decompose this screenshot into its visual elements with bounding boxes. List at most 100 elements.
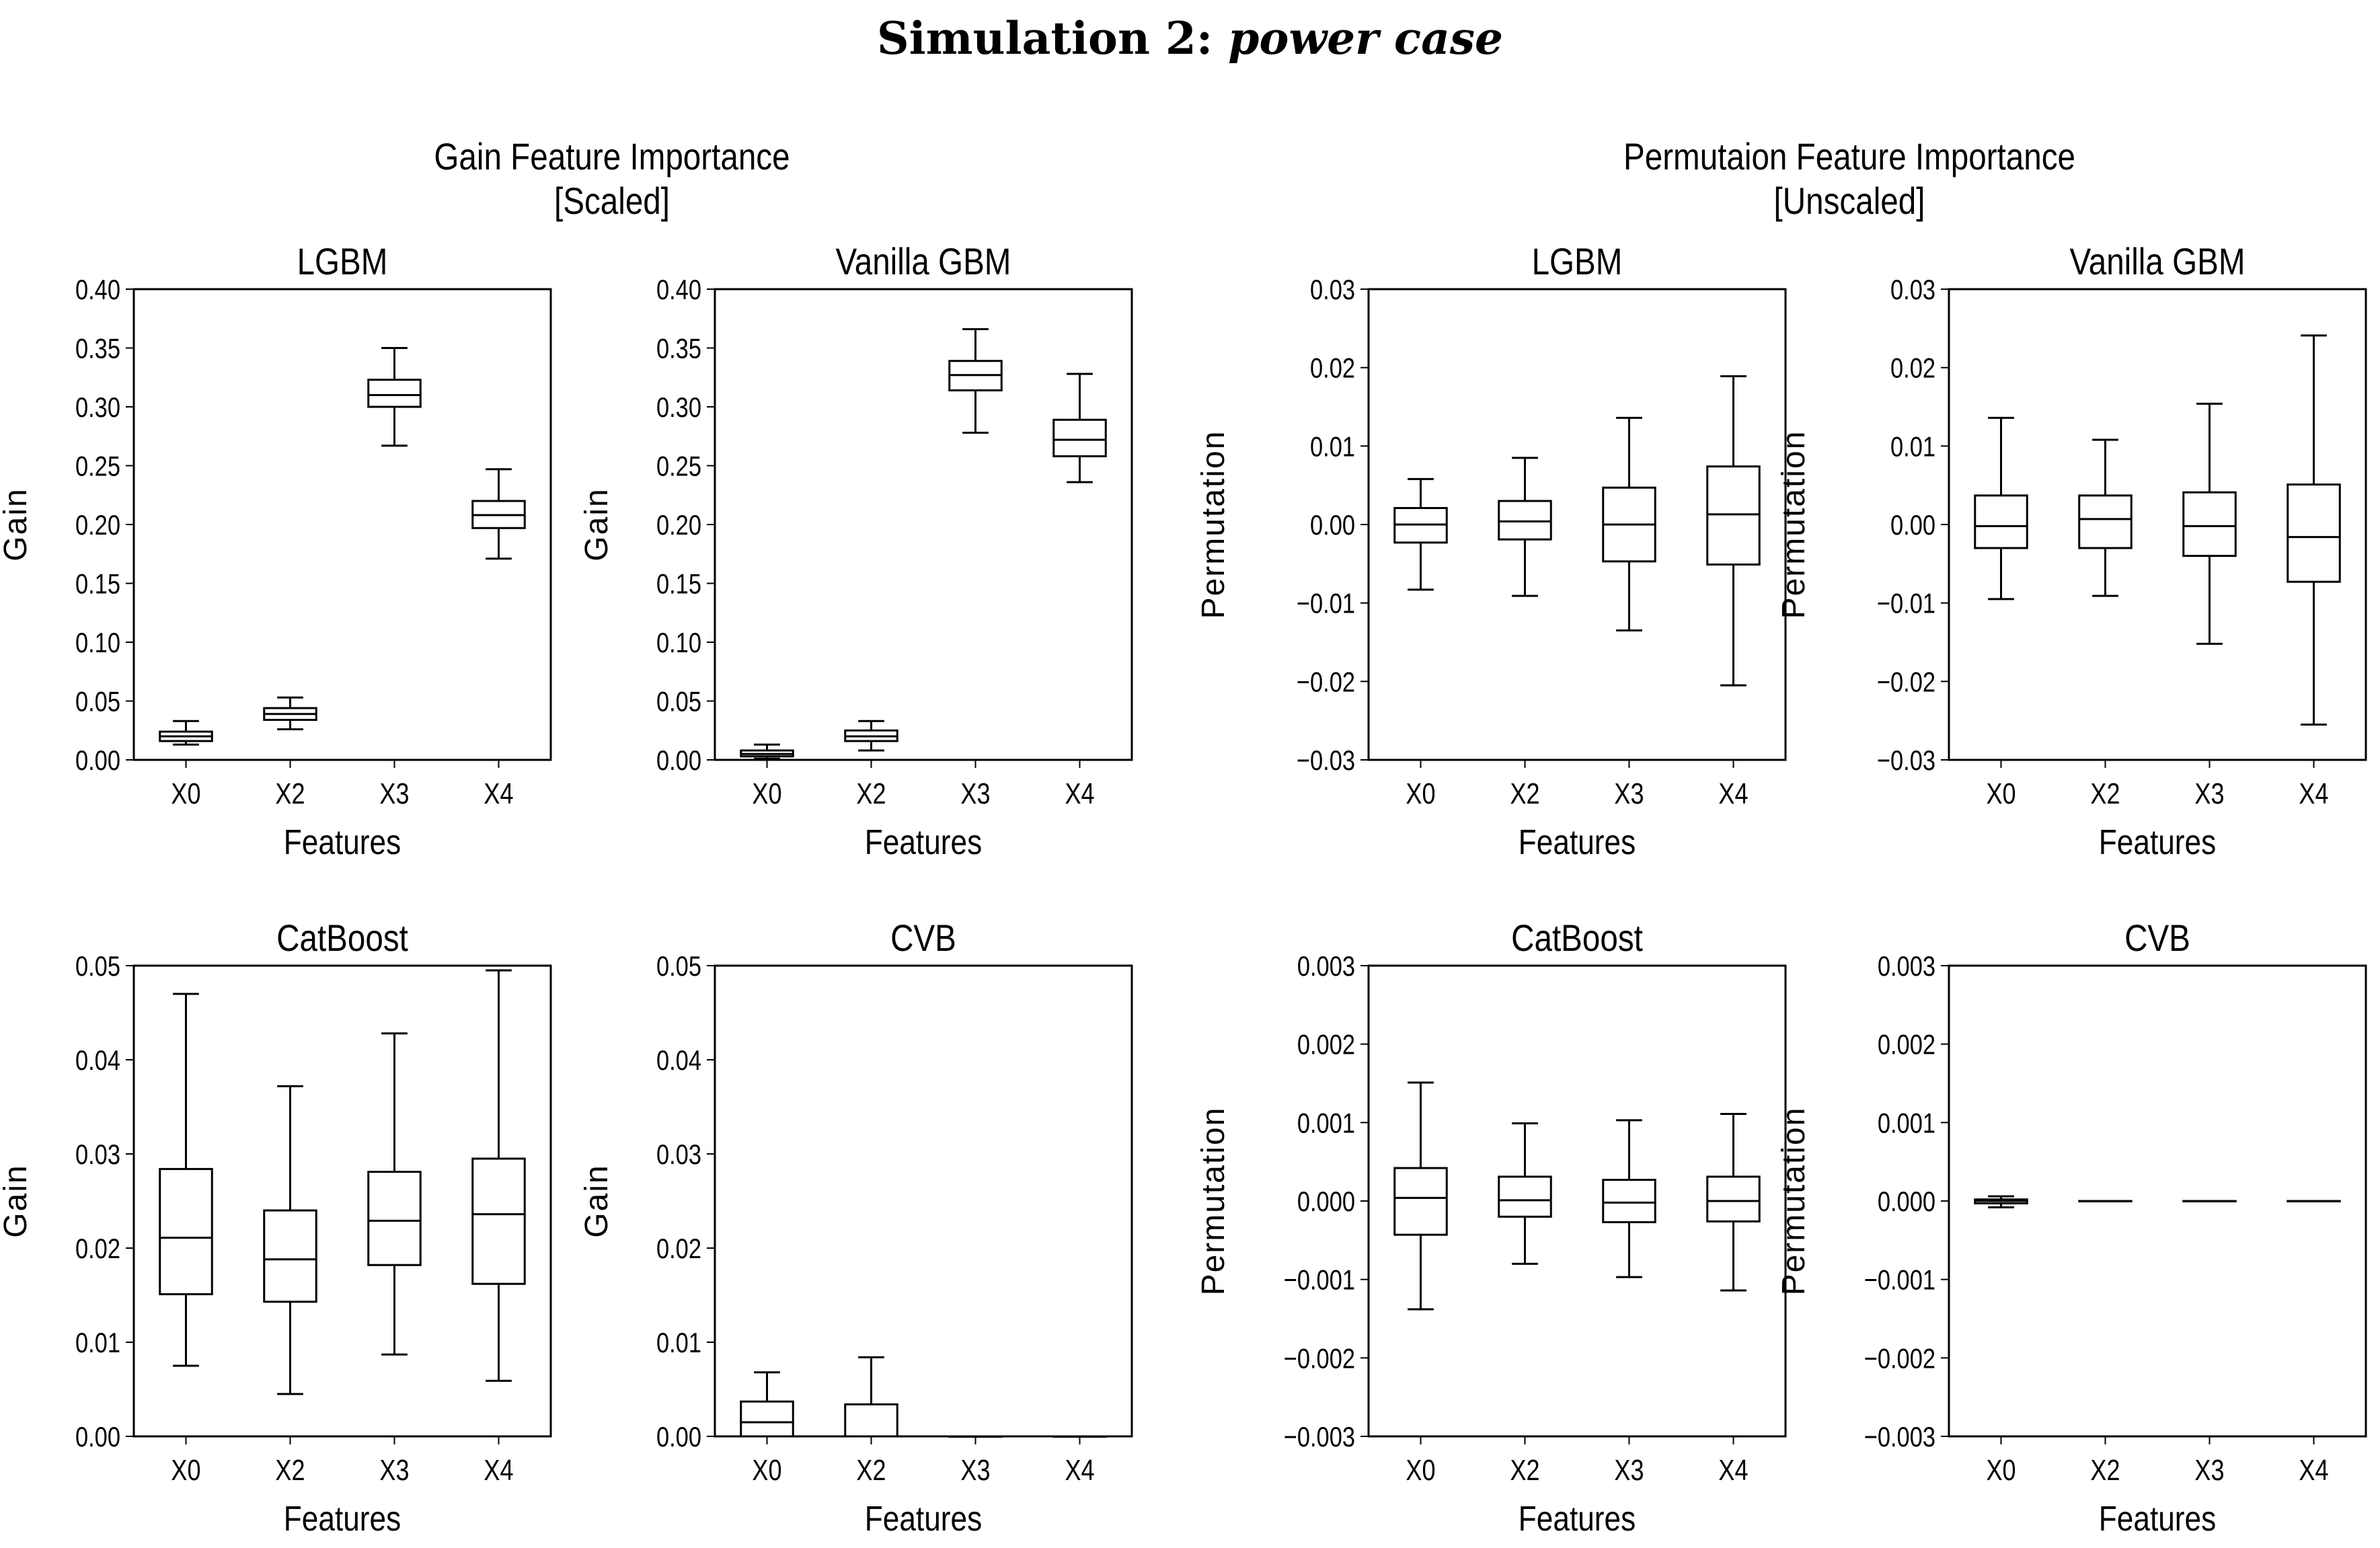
iqr-box-0-2 <box>367 379 422 408</box>
y-tick-label-6-3: 0.000 <box>1297 1186 1355 1218</box>
box-1-1 <box>844 720 898 752</box>
subplot-2: LGBM −0.03 −0.02 −0.01 0.00 0.01 0.02 0.03 X0 X2 X… <box>1196 241 1787 862</box>
y-tick-label-3-6: 0.03 <box>1890 274 1935 306</box>
y-tick-label-6-6: 0.003 <box>1297 951 1355 982</box>
subplot-0: LGBM 0.00 0.05 0.10 0.15 0.20 0.25 0.30 0.35 0.40… <box>0 241 552 862</box>
box-1-2 <box>948 328 1003 434</box>
box-0-0 <box>159 720 213 746</box>
x-axis-label-3: Features <box>2099 823 2216 862</box>
y-tick-label-3-1: −0.02 <box>1877 666 1935 698</box>
box-7-1 <box>2078 1200 2133 1202</box>
box-7-3 <box>2287 1200 2341 1202</box>
box-5-1 <box>844 1356 898 1438</box>
y-tick-label-5-1: 0.01 <box>656 1327 701 1359</box>
y-tick-label-2-2: −0.01 <box>1297 588 1355 619</box>
x-tick-label-6-3: X4 <box>1718 1454 1748 1487</box>
x-tick-label-3-2: X3 <box>2194 777 2224 810</box>
subplot-title-3: Vanilla GBM <box>2070 241 2245 282</box>
x-tick-label-1-3: X4 <box>1065 777 1094 810</box>
y-tick-label-4-3: 0.03 <box>75 1139 120 1171</box>
y-tick-label-1-0: 0.00 <box>656 745 701 777</box>
x-tick-label-2-3: X4 <box>1718 777 1748 810</box>
x-tick-label-2-0: X0 <box>1406 777 1435 810</box>
subplot-6: CatBoost −0.003 −0.002 −0.001 0.000 0.001 0.00… <box>1196 917 1787 1539</box>
x-tick-label-5-0: X0 <box>752 1454 781 1487</box>
iqr-box-6-3 <box>1706 1175 1761 1223</box>
y-tick-label-2-5: 0.02 <box>1310 352 1355 384</box>
y-axis-label-3: Permutation <box>1776 430 1812 619</box>
box-4-0 <box>159 993 213 1367</box>
y-tick-label-4-2: 0.02 <box>75 1233 120 1265</box>
y-axis-label-6: Permutation <box>1196 1107 1231 1296</box>
x-tick-label-3-0: X0 <box>1986 777 2016 810</box>
subplot-title-2: LGBM <box>1532 241 1623 282</box>
box-4-1 <box>263 1085 317 1395</box>
y-tick-label-0-8: 0.40 <box>75 274 120 306</box>
box-3-3 <box>2287 334 2341 726</box>
box-2-1 <box>1498 457 1552 597</box>
y-tick-label-3-0: −0.03 <box>1877 745 1935 777</box>
plot-frame-4 <box>132 964 552 1438</box>
subplot-3: Vanilla GBM −0.03 −0.02 −0.01 0.00 0.01 0.02 0.… <box>1776 241 2367 862</box>
y-tick-label-0-6: 0.30 <box>75 392 120 424</box>
box-0-2 <box>367 347 422 447</box>
iqr-box-4-0 <box>159 1167 213 1296</box>
y-tick-label-0-7: 0.35 <box>75 333 120 364</box>
box-1-3 <box>1052 373 1107 483</box>
y-axis-label-7: Permutation <box>1776 1107 1812 1296</box>
x-tick-label-4-2: X3 <box>379 1454 409 1487</box>
x-tick-label-7-0: X0 <box>1986 1454 2016 1487</box>
group-title-permutation-line2: [Unscaled] <box>1773 180 1925 222</box>
group-title-permutation-line1: Permutaion Feature Importance <box>1623 135 2076 178</box>
x-axis-label-5: Features <box>865 1500 982 1539</box>
plot-frame-6 <box>1367 964 1787 1438</box>
y-tick-label-4-0: 0.00 <box>75 1422 120 1453</box>
x-tick-label-7-3: X4 <box>2299 1454 2328 1487</box>
y-tick-label-3-5: 0.02 <box>1890 352 1935 384</box>
x-tick-label-6-1: X2 <box>1510 1454 1539 1487</box>
y-tick-label-7-1: −0.002 <box>1864 1343 1935 1375</box>
main-title-italic: power case <box>1228 12 1504 65</box>
iqr-box-5-1 <box>844 1403 898 1438</box>
y-axis-label-1: Gain <box>579 488 615 561</box>
y-tick-label-5-4: 0.04 <box>656 1045 701 1077</box>
y-axis-label-2: Permutation <box>1196 430 1231 619</box>
y-tick-label-1-3: 0.15 <box>656 568 701 600</box>
subplot-title-1: Vanilla GBM <box>836 241 1011 282</box>
plot-frame-1 <box>714 288 1133 761</box>
y-tick-label-7-4: 0.001 <box>1878 1108 1935 1139</box>
box-0-3 <box>471 468 526 560</box>
iqr-box-4-1 <box>263 1209 317 1303</box>
x-axis-label-2: Features <box>1519 823 1636 862</box>
x-tick-label-0-2: X3 <box>379 777 409 810</box>
x-tick-label-5-2: X3 <box>960 1454 990 1487</box>
iqr-box-2-1 <box>1498 500 1552 541</box>
y-tick-label-1-8: 0.40 <box>656 274 701 306</box>
y-tick-label-2-0: −0.03 <box>1297 745 1355 777</box>
y-tick-label-6-1: −0.002 <box>1284 1343 1355 1375</box>
subplot-4: CatBoost 0.00 0.01 0.02 0.03 0.04 0.05 X0 X2 X3 X4… <box>0 917 552 1539</box>
y-tick-label-6-4: 0.001 <box>1297 1108 1355 1139</box>
subplot-title-5: CVB <box>890 917 956 959</box>
plot-frame-7 <box>1948 964 2367 1438</box>
iqr-box-4-2 <box>367 1171 422 1266</box>
subplot-5: CVB 0.00 0.01 0.02 0.03 0.04 0.05 X0 X2 X3 X4 Featu… <box>579 917 1133 1539</box>
y-tick-label-2-4: 0.01 <box>1310 431 1355 463</box>
box-3-0 <box>1974 416 2028 601</box>
y-tick-label-1-6: 0.30 <box>656 392 701 424</box>
x-tick-label-5-1: X2 <box>856 1454 886 1487</box>
y-tick-label-5-2: 0.02 <box>656 1233 701 1265</box>
plot-frame-2 <box>1367 288 1787 761</box>
iqr-box-4-3 <box>471 1157 526 1285</box>
box-2-3 <box>1706 375 1761 687</box>
x-axis-label-1: Features <box>865 823 982 862</box>
x-tick-label-5-3: X4 <box>1065 1454 1094 1487</box>
y-tick-label-6-5: 0.002 <box>1297 1029 1355 1060</box>
box-2-0 <box>1393 477 1448 591</box>
y-tick-label-7-5: 0.002 <box>1878 1029 1935 1060</box>
y-tick-label-7-3: 0.000 <box>1878 1186 1935 1218</box>
x-tick-label-3-1: X2 <box>2090 777 2120 810</box>
y-tick-label-4-4: 0.04 <box>75 1045 120 1077</box>
box-5-0 <box>740 1371 794 1438</box>
